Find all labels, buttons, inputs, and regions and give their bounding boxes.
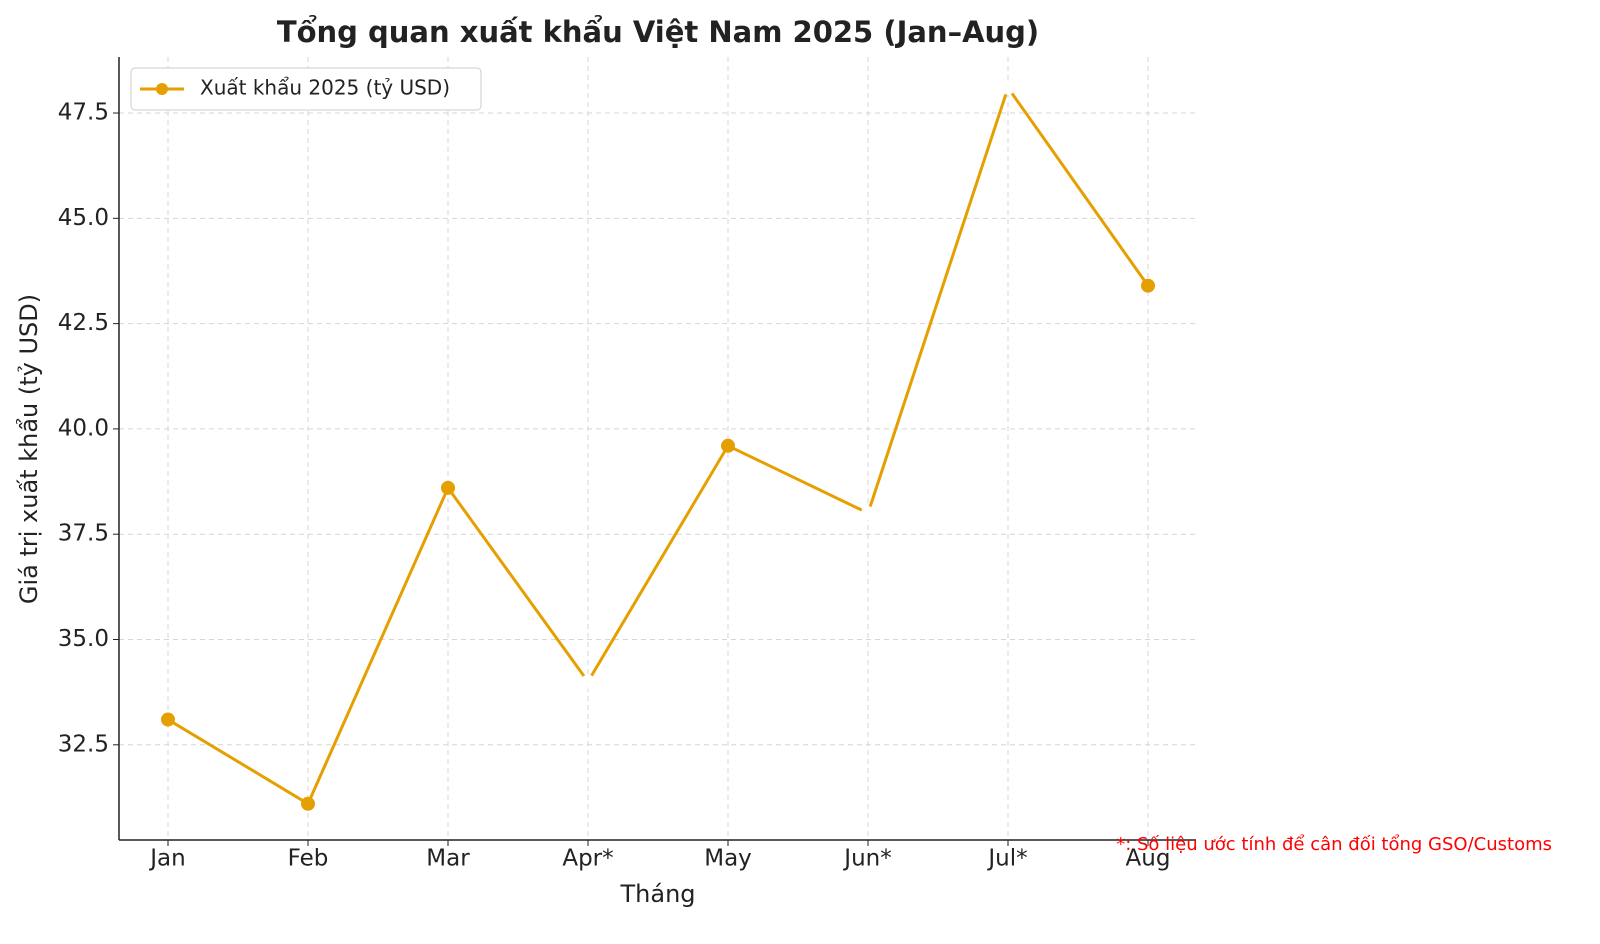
x-tick-label: May — [704, 846, 752, 872]
legend-box — [130, 67, 482, 111]
data-point — [581, 674, 595, 689]
legend-label: Xuất khẩu 2025 (tỷ USD) — [200, 76, 450, 100]
x-tick-label: Jun* — [842, 846, 891, 872]
y-tick-label: 35.0 — [58, 626, 109, 652]
x-tick-label: Mar — [426, 846, 470, 872]
data-point — [301, 796, 315, 811]
x-tick-label: Jan — [148, 846, 185, 872]
data-point — [721, 438, 735, 453]
data-point — [1141, 278, 1155, 293]
annotation: *: Số liệu ước tính để cân đối tổng GSO/… — [1116, 834, 1552, 855]
line-series — [167, 84, 1150, 806]
data-point — [1001, 80, 1015, 95]
chart-title: Tổng quan xuất khẩu Việt Nam 2025 (Jan–A… — [277, 15, 1039, 49]
x-axis-label: Tháng — [619, 880, 695, 908]
data-point — [861, 506, 875, 521]
y-tick-label: 40.0 — [58, 415, 109, 441]
data-point — [441, 480, 455, 495]
y-axis-label: Giá trị xuất khẩu (tỷ USD) — [15, 294, 43, 604]
y-tick-label: 32.5 — [58, 731, 109, 757]
y-tick-label: 47.5 — [58, 100, 109, 126]
legend-marker — [156, 83, 168, 95]
y-tick-label: 37.5 — [58, 521, 109, 547]
x-tick-label: Apr* — [562, 846, 613, 872]
x-tick-label: Feb — [288, 846, 329, 872]
x-tick-label: Jul* — [986, 846, 1027, 872]
y-tick-label: 42.5 — [58, 310, 109, 336]
data-point — [161, 712, 175, 727]
x-tick-label: Aug — [1126, 846, 1171, 872]
y-tick-label: 45.0 — [58, 205, 109, 231]
